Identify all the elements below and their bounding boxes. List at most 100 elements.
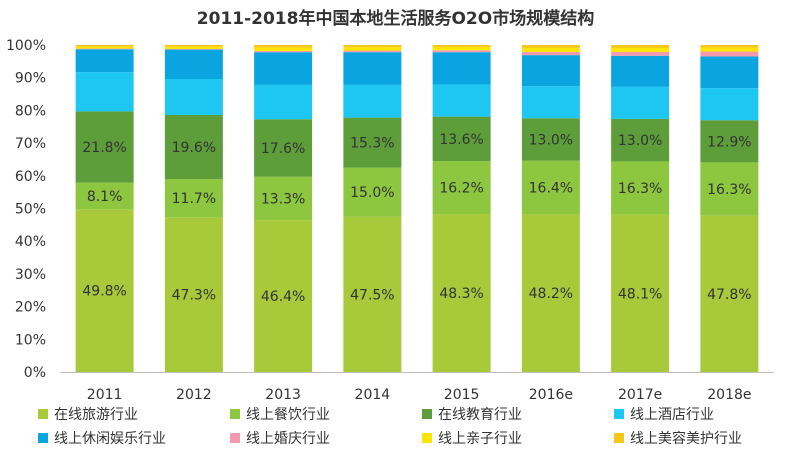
data-label: 17.6% [261,141,305,157]
data-label: 19.6% [172,140,216,156]
bar-segment-s6-2015 [432,46,491,51]
data-label: 13.3% [261,192,305,208]
bar-segment-s6-2017e [611,47,670,52]
legend-swatch [614,433,624,443]
bar-segment-s5-2014 [343,50,402,53]
x-tick-label: 2016e [529,387,573,400]
data-label: 15.0% [350,185,394,201]
data-label: 11.7% [172,191,216,207]
legend-label: 在线旅游行业 [54,407,138,423]
bar-segment-s1-2018e [700,162,759,216]
bar-segment-s6-2016e [521,47,580,52]
bar-segment-s5-2013 [254,50,313,53]
legend-item: 在线旅游行业 [38,404,230,424]
legend-item: 线上婚庆行业 [230,428,422,448]
bars [75,45,759,372]
y-tick-label: 70% [15,136,46,152]
bar-segment-s0-2017e [611,214,670,372]
legend-swatch [230,433,240,443]
bar-segment-s7-2015 [432,45,491,47]
x-tick-label: 2011 [87,387,123,400]
legend-swatch [38,433,48,443]
bar-segment-s0-2015 [432,214,491,372]
data-label: 8.1% [87,189,123,205]
x-tick-label: 2017e [618,387,662,400]
bar-segment-s3-2012 [164,79,223,115]
data-label: 16.4% [529,181,573,197]
bar-segment-s6-2018e [700,47,759,52]
bar-segment-s0-2012 [164,217,223,372]
value-labels: 49.8% 8.1% 21.8% 47.3% 11.7% 19.6% 46.4% 13.3% 1… [82,132,751,305]
bar-segment-s0-2011 [75,209,134,372]
data-label: 48.2% [529,286,573,302]
bar-segment-s1-2015 [432,161,491,215]
x-tick-label: 2018e [707,387,751,400]
bar-segment-s3-2013 [254,84,313,120]
bar-segment-s5-2018e [700,51,759,57]
data-label: 47.8% [707,287,751,303]
x-tick-label: 2013 [265,387,301,400]
bar-segment-s5-2016e [521,51,580,56]
bar-segment-s5-2017e [611,51,670,56]
bar-segment-s7-2013 [254,45,313,48]
bar-segment-s1-2011 [75,182,134,210]
bar-segment-s5-2011 [75,48,134,50]
bar-segment-s0-2016e [521,214,580,372]
data-label: 48.1% [618,286,662,302]
y-tick-label: 100% [6,38,46,54]
legend-item: 在线教育行业 [422,404,614,424]
bar-segment-s5-2015 [432,50,491,53]
bar-segment-s4-2017e [611,55,670,87]
y-tick-label: 90% [15,71,46,87]
bar-segment-s7-2011 [75,45,134,47]
legend-swatch [422,409,432,419]
x-axis: 2011 2012 2013 2014 2015 2016e 2017e 2018e [60,372,774,400]
data-label: 15.3% [350,136,394,152]
bar-segment-s2-2014 [343,117,402,168]
y-tick-label: 60% [15,169,46,185]
bar-segment-s2-2017e [611,118,670,162]
legend: 在线旅游行业 线上餐饮行业 在线教育行业 线上酒店行业 线上休闲娱乐行业 线上婚庆行业 线上… [38,404,788,448]
legend-label: 线上酒店行业 [630,407,714,423]
bar-segment-s7-2012 [164,45,223,47]
bar-segment-s5-2012 [164,48,223,50]
legend-item: 线上休闲娱乐行业 [38,428,230,448]
bar-segment-s3-2017e [611,86,670,119]
bar-segment-s4-2018e [700,56,759,89]
bar-segment-s2-2016e [521,118,580,161]
legend-swatch [38,409,48,419]
stacked-bar-chart: 0% 10% 20% 30% 40% 50% 60% 70% 80% 90% 100% 49.8% 8… [6,38,774,400]
legend-item: 线上酒店行业 [614,404,788,424]
data-label: 21.8% [82,140,126,156]
data-label: 13.0% [618,133,662,149]
chart-title: 2011-2018年中国本地生活服务O2O市场规模结构 [196,9,595,29]
y-tick-label: 30% [15,267,46,283]
bar-segment-s2-2018e [700,120,759,163]
y-tick-label: 20% [15,300,46,316]
data-label: 46.4% [261,289,305,305]
bar-segment-s4-2014 [343,52,402,85]
bar-segment-s2-2011 [75,111,134,183]
data-label: 47.3% [172,288,216,304]
bar-segment-s7-2018e [700,45,759,48]
bar-segment-s6-2014 [343,47,402,51]
legend-swatch [614,409,624,419]
data-label: 49.8% [82,284,126,300]
legend-label: 线上婚庆行业 [246,431,330,447]
legend-label: 在线教育行业 [438,407,522,423]
bar-segment-s4-2016e [521,55,580,87]
bar-segment-s1-2017e [611,161,670,215]
legend-item: 线上餐饮行业 [230,404,422,424]
legend-swatch [422,433,432,443]
bar-segment-s4-2012 [164,49,223,80]
y-tick-label: 50% [15,202,46,218]
bar-segment-s1-2012 [164,179,223,218]
bar-segment-s1-2016e [521,160,580,215]
bar-segment-s3-2011 [75,72,134,112]
legend-label: 线上休闲娱乐行业 [54,431,166,447]
bar-segment-s6-2013 [254,47,313,51]
bar-segment-s7-2017e [611,45,670,48]
bar-segment-s2-2012 [164,114,223,180]
bar-segment-s3-2015 [432,84,491,117]
data-label: 16.3% [707,182,751,198]
